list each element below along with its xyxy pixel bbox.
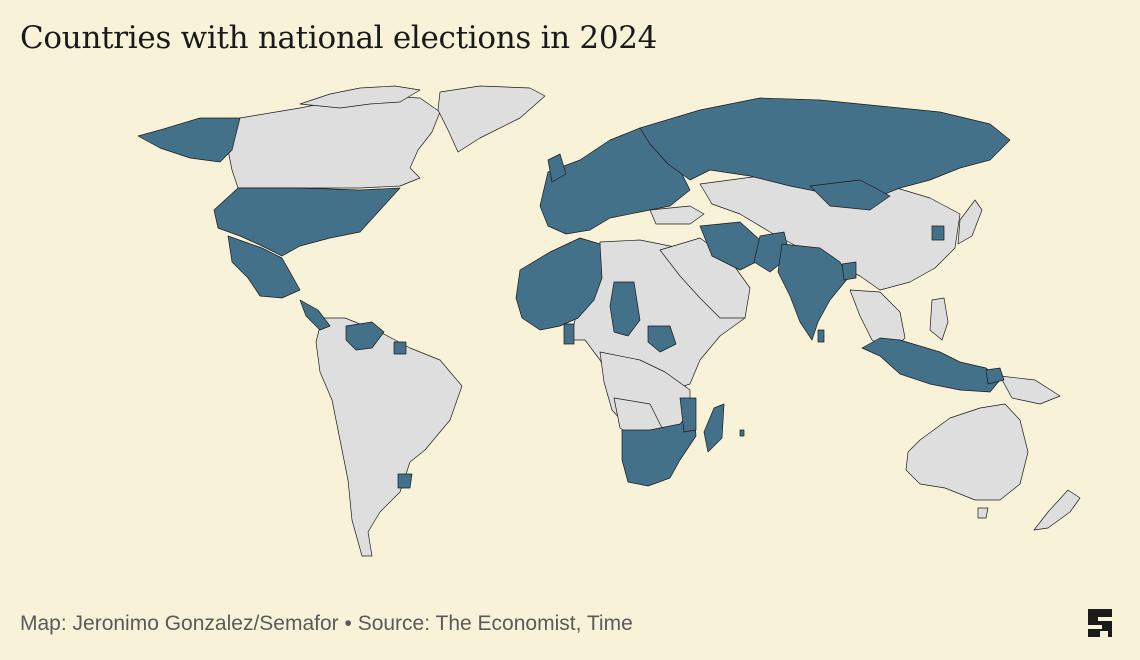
country-alaska	[137, 117, 241, 163]
country-south-america	[315, 317, 463, 557]
land-no-election	[227, 85, 1081, 557]
arctic-islands	[299, 85, 421, 109]
country-south-korea	[931, 225, 945, 241]
country-sri-lanka	[817, 329, 825, 343]
country-uk	[547, 153, 567, 183]
country-greenland	[437, 85, 546, 153]
country-south-sudan	[647, 325, 677, 353]
region-central-america	[299, 299, 331, 331]
country-india	[777, 243, 849, 341]
country-turkey	[649, 205, 705, 225]
country-mozambique	[679, 397, 697, 433]
country-japan	[957, 199, 983, 245]
country-usa	[213, 187, 401, 257]
country-canada	[227, 95, 441, 189]
country-ghana	[563, 323, 575, 345]
country-madagascar	[703, 403, 725, 453]
map-credit: Map: Jeronimo Gonzalez/Semafor	[20, 612, 339, 635]
country-uruguay	[397, 473, 413, 489]
country-mongolia	[809, 179, 891, 211]
country-indonesia	[861, 337, 1001, 393]
world-map	[137, 85, 1081, 557]
country-suriname	[393, 341, 407, 355]
country-philippines	[929, 297, 949, 341]
country-chad	[609, 281, 641, 337]
map-title: Countries with national elections in 202…	[20, 20, 658, 56]
country-mexico	[227, 235, 301, 299]
semafor-logo-icon	[1088, 609, 1112, 639]
footer-credit: Map: Jeronimo Gonzalez/Semafor • Source:…	[20, 612, 633, 636]
country-new-zealand	[1033, 489, 1081, 531]
region-southern-africa	[621, 407, 697, 487]
country-timor	[985, 367, 1005, 385]
footer-separator: •	[344, 612, 352, 635]
country-mauritius	[739, 429, 745, 437]
country-russia	[639, 97, 1011, 201]
country-bangladesh	[841, 261, 857, 281]
region-north-africa-election	[515, 237, 603, 331]
country-venezuela	[345, 321, 385, 351]
land-election	[137, 97, 1011, 489]
map-source: Source: The Economist, Time	[357, 612, 633, 635]
country-png	[999, 375, 1061, 405]
country-australia	[905, 403, 1029, 501]
country-tasmania	[977, 507, 989, 519]
region-europe	[539, 127, 691, 235]
